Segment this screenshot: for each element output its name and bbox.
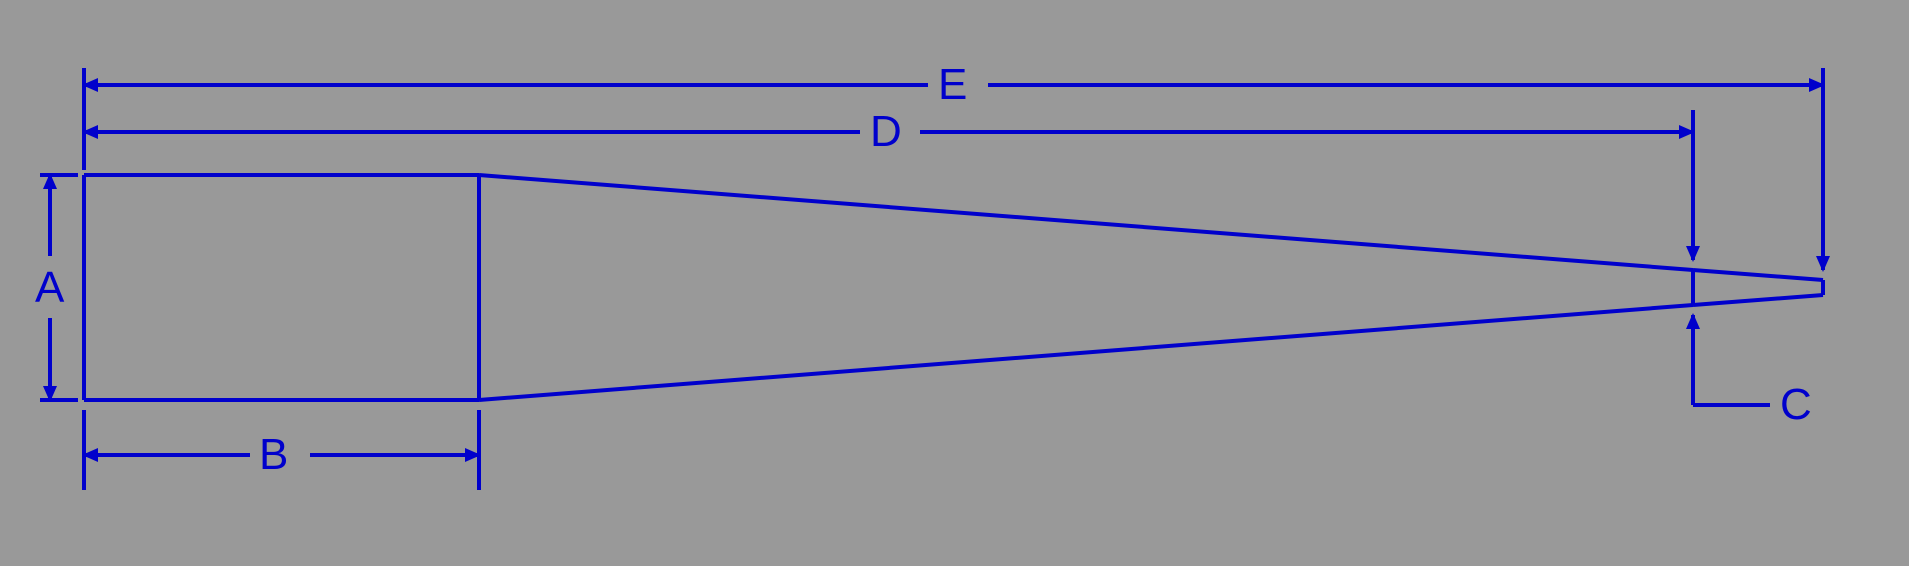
label-D: D <box>870 107 902 157</box>
label-C: C <box>1780 380 1812 430</box>
label-B: B <box>259 430 288 480</box>
part-outline <box>84 175 1823 400</box>
label-A: A <box>35 263 64 313</box>
label-E: E <box>938 60 967 110</box>
dimension-C <box>1693 315 1770 405</box>
